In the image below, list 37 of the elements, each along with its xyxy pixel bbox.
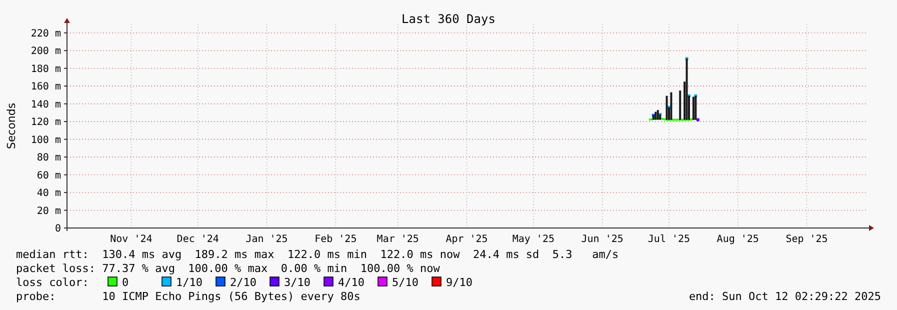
x-tick-label: Apr '25 xyxy=(446,234,488,245)
x-tick-label: Sep '25 xyxy=(786,234,828,245)
x-tick-label: Aug '25 xyxy=(716,234,759,245)
text: probe: 10 ICMP Echo Pings (56 Bytes) every 80s xyxy=(16,290,360,303)
legend-label: 1/10 xyxy=(176,276,202,289)
y-tick-label: 60 m xyxy=(36,170,61,182)
y-tick-label: 80 m xyxy=(36,152,61,164)
legend-label: 2/10 xyxy=(230,276,256,289)
legend-title: loss color: xyxy=(16,276,89,289)
x-tick-label: Mar '25 xyxy=(376,234,419,245)
y-tick-label: 0 xyxy=(54,224,61,234)
y-tick-label: 140 m xyxy=(30,99,61,110)
x-tick-label: Dec '24 xyxy=(176,234,219,245)
y-axis-title: Seconds xyxy=(5,102,18,150)
legend-label: 5/10 xyxy=(392,276,418,289)
y-tick-label: 120 m xyxy=(30,117,61,128)
chart-title: Last 360 Days xyxy=(402,12,496,26)
legend-label: 9/10 xyxy=(446,276,472,289)
x-tick-label: Jun '25 xyxy=(581,234,624,245)
y-tick-label: 40 m xyxy=(36,188,61,200)
text: end: Sun Oct 12 02:29:22 2025 xyxy=(688,290,881,303)
y-tick-label: 20 m xyxy=(36,206,61,217)
y-tick-label: 180 m xyxy=(30,64,61,75)
x-tick-label: Jan '25 xyxy=(246,234,288,245)
y-tick-label: 200 m xyxy=(30,46,61,58)
legend-label: 3/10 xyxy=(284,276,310,289)
text: packet loss: 77.37 % avg 100.00 % max 0.00 % min 100.00 % now xyxy=(16,262,440,275)
y-tick-label: 160 m xyxy=(30,82,61,93)
y-tick-label: 100 m xyxy=(30,134,61,146)
text: median rtt: 130.4 ms avg 189.2 ms max 122.0 ms min 122.0 ms now 24.4 ms sd 5.3 am/s xyxy=(16,248,619,261)
legend-label: 4/10 xyxy=(338,276,364,289)
y-tick-label: 220 m xyxy=(30,28,61,40)
x-tick-label: Nov '24 xyxy=(110,234,152,245)
x-tick-label: Feb '25 xyxy=(314,234,357,245)
x-tick-label: May '25 xyxy=(512,234,555,245)
legend-label: 0 xyxy=(122,276,129,289)
x-tick-label: Jul '25 xyxy=(648,234,690,245)
